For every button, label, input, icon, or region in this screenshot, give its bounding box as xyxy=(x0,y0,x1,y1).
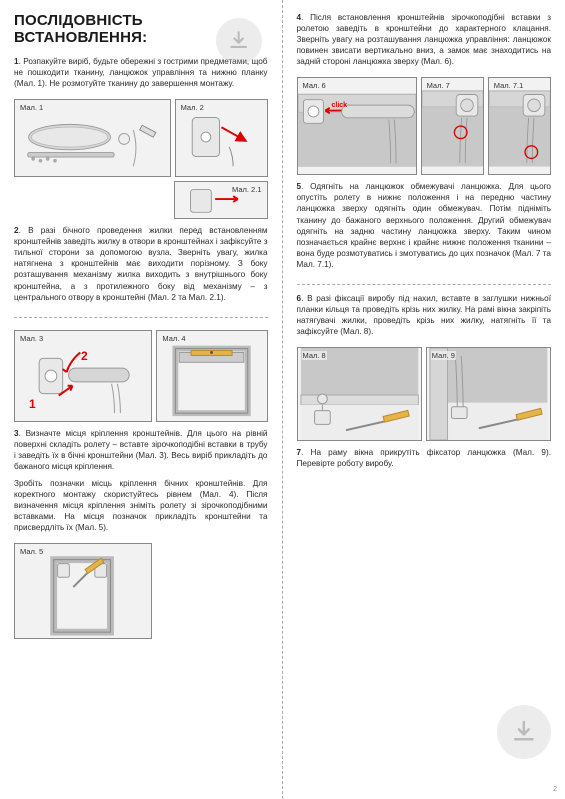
fig-7: Мал. 7 xyxy=(421,77,484,175)
fig-2: Мал. 2 xyxy=(175,99,268,177)
left-column: ПОСЛІДОВНІСТЬ ВСТАНОВЛЕННЯ: 1. Розпакуйт… xyxy=(0,0,283,799)
para-5-text: Одягніть на ланцюжок обмежувачі ланцюжка… xyxy=(297,182,552,268)
dashed-divider-left xyxy=(14,317,268,318)
click-label: click xyxy=(332,102,348,109)
fig-3: Мал. 3 2 1 xyxy=(14,330,152,422)
dashed-divider-right xyxy=(297,284,552,285)
step-num-3: 3 xyxy=(14,429,19,438)
fig-8: Мал. 8 xyxy=(297,347,422,441)
fig-21: Мал. 2.1 xyxy=(174,181,268,219)
fig-7-cap: Мал. 7 xyxy=(426,81,451,90)
para-4: 4. Після встановлення кронштейнів зірочк… xyxy=(297,12,552,67)
fig3-num2: 2 xyxy=(81,349,88,363)
fig-1: Мал. 1 xyxy=(14,99,171,177)
step-num-4: 4 xyxy=(297,13,302,22)
fig-1-cap: Мал. 1 xyxy=(19,103,44,112)
fig-5-cap: Мал. 5 xyxy=(19,547,44,556)
fig-9-cap: Мал. 9 xyxy=(431,351,456,360)
step-num-5: 5 xyxy=(297,182,302,191)
step-num-6: 6 xyxy=(297,294,302,303)
para-3-text: Визначте місця кріплення кронштейнів. Дл… xyxy=(14,429,268,471)
fig-5: Мал. 5 xyxy=(14,543,152,639)
fig-4-svg xyxy=(157,331,266,421)
para-7: 7. На раму вікна прикрутіть фіксатор лан… xyxy=(297,447,552,469)
fig-6: Мал. 6 click xyxy=(297,77,417,175)
para-7-text: На раму вікна прикрутіть фіксатор ланцюж… xyxy=(297,448,551,468)
fig-3-cap: Мал. 3 xyxy=(19,334,44,343)
fig3-num1: 1 xyxy=(29,397,36,411)
fig-row-3: Мал. 5 xyxy=(14,543,268,639)
fig-row-1: Мал. 1 Мал. 2 xyxy=(14,99,268,177)
fig-71: Мал. 7.1 xyxy=(488,77,551,175)
para-5: 5. Одягніть на ланцюжок обмежувачі ланцю… xyxy=(297,181,552,270)
para-4-text: Після встановлення кронштейнів зірочкопо… xyxy=(297,13,552,66)
para-3: 3. Визначте місця кріплення кронштейнів.… xyxy=(14,428,268,472)
right-column: 4. Після встановлення кронштейнів зірочк… xyxy=(283,0,565,799)
fig-2-cap: Мал. 2 xyxy=(180,103,205,112)
fig-row-1b: Мал. 2.1 xyxy=(14,181,268,219)
fig-row-4: Мал. 6 click Мал. 7 xyxy=(297,77,552,175)
fig-4-cap: Мал. 4 xyxy=(161,334,186,343)
step-num-2: 2 xyxy=(14,226,19,235)
fig-8-cap: Мал. 8 xyxy=(302,351,327,360)
watermark-icon-bottom xyxy=(497,705,551,759)
fig-6-svg xyxy=(298,78,416,174)
fig-71-svg xyxy=(489,78,550,174)
fig-9-svg xyxy=(427,348,550,440)
fig-8-svg xyxy=(298,348,421,440)
page: ПОСЛІДОВНІСТЬ ВСТАНОВЛЕННЯ: 1. Розпакуйт… xyxy=(0,0,565,799)
para-3b: Зробіть позначки місць кріплення бічних … xyxy=(14,478,268,533)
page-number: 2 xyxy=(553,786,557,793)
fig-6-cap: Мал. 6 xyxy=(302,81,327,90)
fig-row-2: Мал. 3 2 1 Мал. 4 xyxy=(14,330,268,422)
para-2-text: В разі бічного проведення жилки перед вс… xyxy=(14,226,268,301)
para-6: 6. В разі фіксації виробу під нахил, вст… xyxy=(297,293,552,337)
step-num-7: 7 xyxy=(297,448,302,457)
fig-7-svg xyxy=(422,78,483,174)
fig-9: Мал. 9 xyxy=(426,347,551,441)
fig-4: Мал. 4 xyxy=(156,330,267,422)
fig-5-svg xyxy=(15,544,151,638)
para-6-text: В разі фіксації виробу під нахил, вставт… xyxy=(297,294,552,336)
fig-21-cap: Мал. 2.1 xyxy=(231,185,262,194)
para-2: 2. В разі бічного проведення жилки перед… xyxy=(14,225,268,302)
fig-row-5: Мал. 8 Мал. 9 xyxy=(297,347,552,441)
watermark-icon-top xyxy=(216,18,262,64)
fig-71-cap: Мал. 7.1 xyxy=(493,81,524,90)
step-num-1: 1 xyxy=(14,57,19,66)
